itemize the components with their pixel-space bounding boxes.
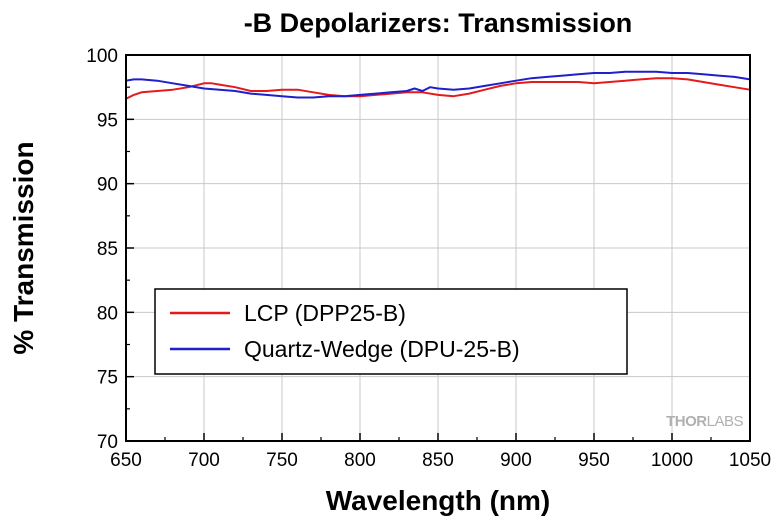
x-tick-label: 1000	[651, 450, 693, 471]
y-tick-label: 100	[86, 46, 118, 67]
y-tick-label: 80	[97, 303, 118, 324]
x-tick-label: 800	[344, 450, 376, 471]
y-tick-label: 85	[97, 239, 118, 260]
y-tick-label: 75	[97, 368, 118, 389]
x-tick-label: 650	[110, 450, 142, 471]
y-tick-label: 95	[97, 110, 118, 131]
tick-labels: 650 700 750 800 850 900 950 1000 1050 70 75 80 85 90 9…	[86, 46, 771, 471]
grid-lines	[126, 55, 750, 441]
legend-box	[154, 288, 628, 375]
legend-label-quartz-wedge: Quartz-Wedge (DPU-25-B)	[244, 336, 520, 362]
x-tick-label: 900	[500, 450, 532, 471]
x-tick-label: 700	[188, 450, 220, 471]
x-axis-label: Wavelength (nm)	[326, 485, 551, 516]
chart-title: -B Depolarizers: Transmission	[244, 8, 633, 38]
watermark-labs: LABS	[707, 413, 744, 430]
x-tick-label: 750	[266, 450, 298, 471]
x-tick-label: 950	[578, 450, 610, 471]
legend-label-lcp: LCP (DPP25-B)	[244, 300, 406, 326]
y-tick-label: 70	[97, 432, 118, 453]
thorlabs-watermark: THORLABS	[666, 413, 743, 430]
axis-ticks	[125, 54, 751, 442]
y-tick-label: 90	[97, 175, 118, 196]
quartz-wedge-series-line	[125, 70, 751, 99]
watermark-thor: THOR	[666, 413, 707, 430]
series-lines	[125, 70, 751, 100]
x-tick-label: 850	[422, 450, 454, 471]
legend: LCP (DPP25-B) Quartz-Wedge (DPU-25-B)	[154, 288, 628, 375]
x-tick-label: 1050	[729, 450, 771, 471]
y-axis-label: % Transmission	[8, 141, 39, 354]
lcp-series-line	[125, 77, 751, 100]
